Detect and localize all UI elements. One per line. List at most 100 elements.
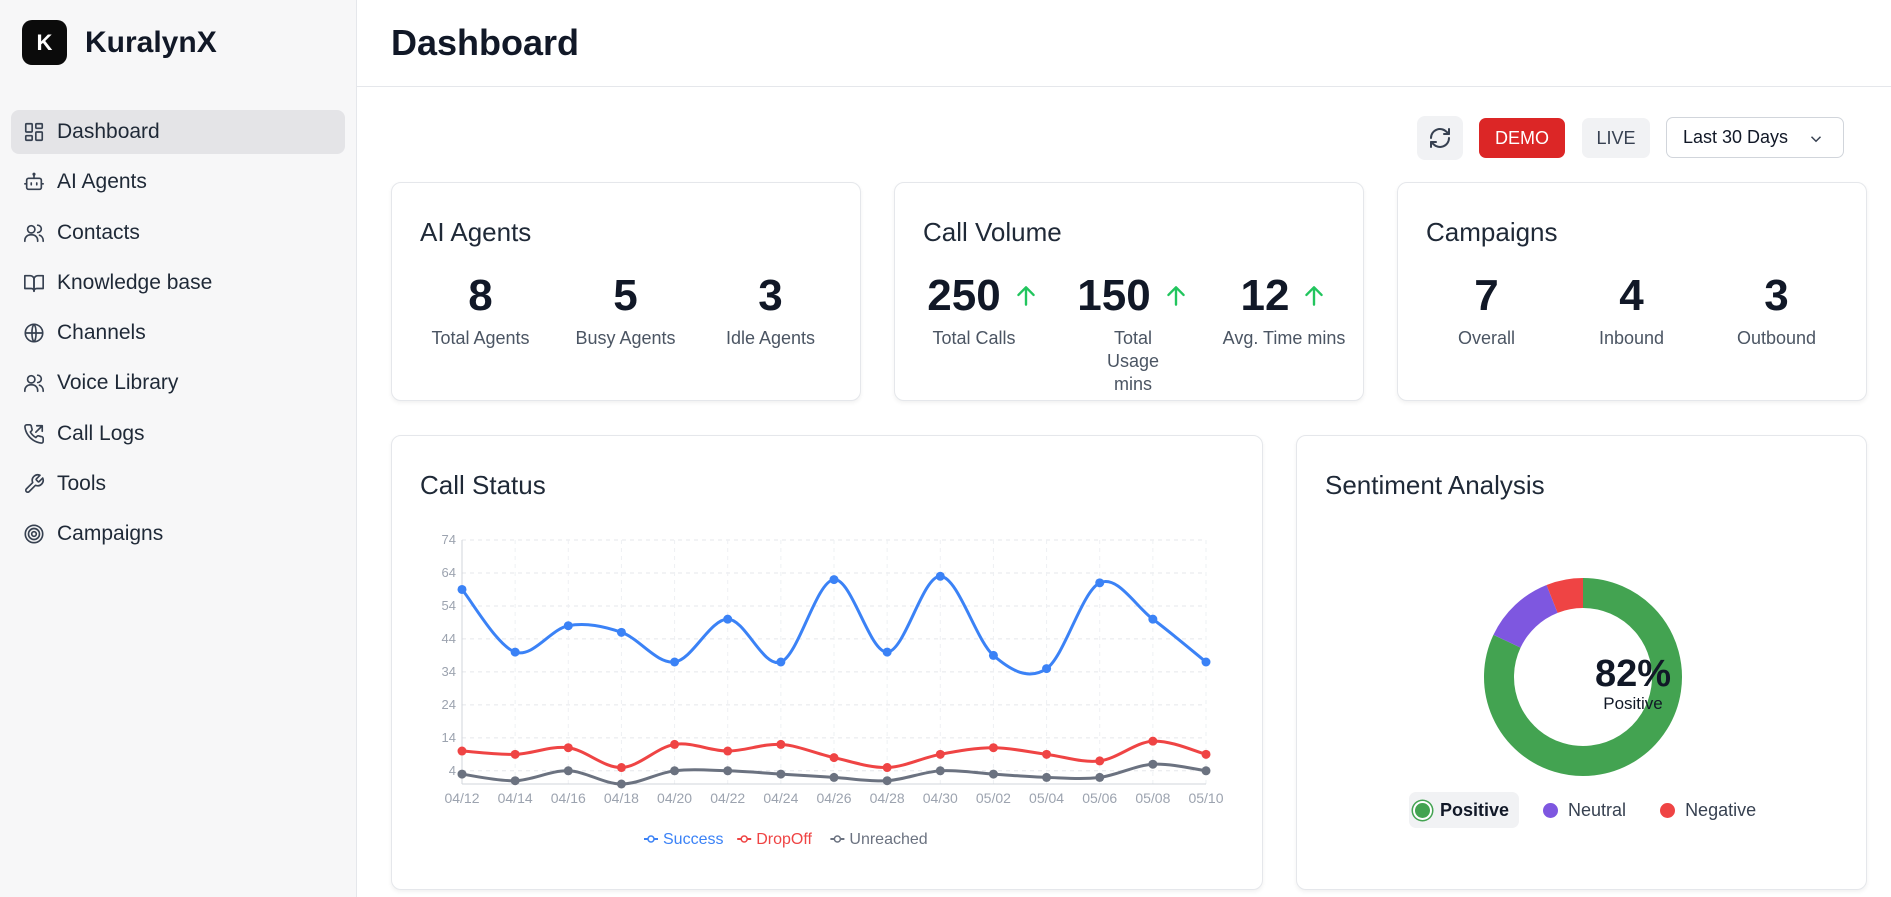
data-point [1148, 736, 1158, 746]
stat-label: Total Calls [932, 328, 1016, 348]
donut-slice-negative [1546, 578, 1584, 614]
legend-dot [1660, 802, 1676, 818]
sidebar-item-label: Contacts [57, 220, 140, 244]
data-point [882, 763, 892, 773]
sidebar-item-label: Channels [57, 321, 146, 345]
legend-item-dropoff: DropOff [737, 831, 812, 848]
sidebar-item-tools[interactable]: Tools [11, 462, 345, 506]
sidebar-item-ai-agents[interactable]: AI Agents [11, 160, 345, 204]
stat-label: Busy Agents [575, 328, 676, 348]
legend-item-unreached: Unreached [830, 831, 928, 848]
wrench-icon [22, 472, 46, 496]
donut-slice-positive [1484, 578, 1682, 776]
x-tick-label: 05/04 [1029, 790, 1064, 806]
data-point [563, 766, 573, 776]
x-tick-label: 04/20 [657, 790, 692, 806]
data-point [1201, 657, 1211, 667]
data-point [1095, 578, 1105, 588]
sentiment-card: Sentiment Analysis 82% Positive Positive… [1296, 435, 1867, 890]
data-point [1042, 772, 1052, 782]
data-point [1095, 756, 1105, 766]
data-point [776, 769, 786, 779]
legend-marker [740, 835, 748, 843]
brand[interactable]: K KuralynX [22, 20, 217, 65]
arrow-up-icon [1013, 283, 1039, 309]
sidebar-item-label: Voice Library [57, 371, 179, 395]
stat-label: Avg. Time mins [1222, 328, 1346, 348]
data-point [616, 779, 626, 789]
legend-label: Positive [1440, 799, 1510, 820]
data-point [1148, 759, 1158, 769]
y-tick-label: 24 [442, 697, 456, 712]
y-tick-label: 14 [442, 730, 456, 745]
stat-avg-time: 12 Avg. Time mins [1209, 271, 1359, 350]
legend-item-success: Success [644, 831, 723, 848]
x-tick-label: 04/30 [923, 790, 958, 806]
chevron-down-icon [1807, 130, 1825, 153]
legend-neutral[interactable]: Neutral [1543, 792, 1626, 828]
demo-toggle-button[interactable]: DEMO [1479, 118, 1565, 158]
ai-agents-card: AI Agents 8 Total Agents 5 Busy Agents 3… [391, 182, 861, 401]
dashboard-icon [22, 120, 46, 144]
legend-dot [1543, 802, 1559, 818]
legend-label: Success [663, 831, 723, 848]
users-icon [22, 221, 46, 245]
brand-name: KuralynX [85, 25, 217, 59]
x-tick-label: 04/14 [498, 790, 533, 806]
data-point [1042, 749, 1052, 759]
data-point [616, 627, 626, 637]
x-tick-label: 05/08 [1135, 790, 1170, 806]
data-point [1042, 664, 1052, 674]
sidebar-item-channels[interactable]: Channels [11, 311, 345, 355]
stat-total-agents: 8 Total Agents [408, 271, 553, 350]
data-point [988, 743, 998, 753]
target-icon [22, 522, 46, 546]
data-point [457, 584, 467, 594]
x-tick-label: 05/10 [1188, 790, 1223, 806]
series-line-success [460, 574, 1207, 676]
live-toggle-button[interactable]: LIVE [1582, 118, 1650, 158]
data-point [776, 657, 786, 667]
x-tick-label: 04/28 [870, 790, 905, 806]
sidebar-item-voice-library[interactable]: Voice Library [11, 361, 345, 405]
legend-negative[interactable]: Negative [1660, 792, 1756, 828]
book-icon [22, 271, 46, 295]
sidebar-item-campaigns[interactable]: Campaigns [11, 512, 345, 556]
sidebar-item-knowledge-base[interactable]: Knowledge base [11, 261, 345, 305]
donut-label: Positive [1603, 694, 1663, 713]
data-point [457, 746, 467, 756]
data-point [670, 766, 680, 776]
stat-label: Total Agents [431, 328, 530, 348]
sidebar-nav: Dashboard AI Agents Contacts Knowledge b… [11, 110, 345, 563]
data-point [563, 743, 573, 753]
sidebar-item-dashboard[interactable]: Dashboard [11, 110, 345, 154]
data-point [510, 776, 520, 786]
legend-positive[interactable]: Positive [1409, 792, 1520, 828]
data-point [510, 749, 520, 759]
legend-label: Unreached [849, 831, 927, 848]
x-tick-label: 04/22 [710, 790, 745, 806]
sidebar-item-contacts[interactable]: Contacts [11, 211, 345, 255]
arrow-up-icon [1163, 283, 1189, 309]
date-range-select[interactable]: Last 30 Days [1666, 117, 1844, 158]
y-tick-label: 4 [449, 763, 456, 778]
x-tick-label: 04/18 [604, 790, 639, 806]
data-point [723, 766, 733, 776]
sidebar-item-call-logs[interactable]: Call Logs [11, 412, 345, 456]
data-point [1201, 766, 1211, 776]
stat-value: 12 [1240, 271, 1290, 320]
refresh-button[interactable] [1417, 116, 1463, 160]
x-tick-label: 05/06 [1082, 790, 1117, 806]
stat-value: 3 [1764, 271, 1789, 320]
stat-idle-agents: 3 Idle Agents [698, 271, 843, 350]
x-tick-label: 04/26 [816, 790, 851, 806]
legend-label: DropOff [756, 831, 812, 848]
data-point [1095, 772, 1105, 782]
stat-value: 250 [927, 271, 1001, 320]
stat-total-calls: 250 Total Calls [908, 271, 1058, 350]
brand-logo: K [22, 20, 67, 65]
card-title: Call Volume [923, 217, 1062, 247]
data-point [988, 769, 998, 779]
data-point [1201, 749, 1211, 759]
sidebar-item-label: AI Agents [57, 170, 147, 194]
